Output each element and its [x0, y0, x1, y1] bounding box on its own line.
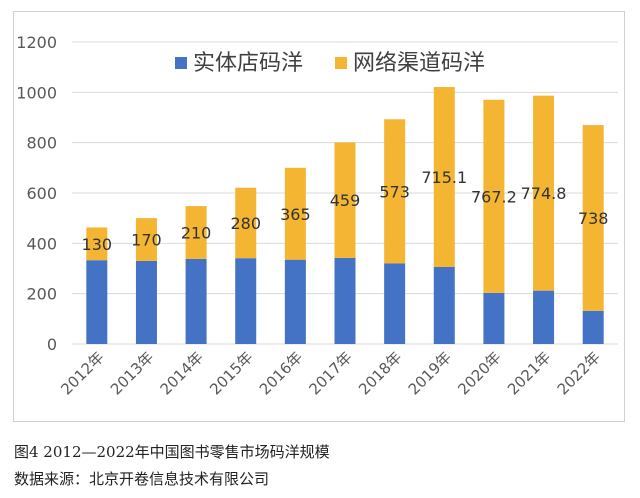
- bar-base: [433, 266, 455, 344]
- data-label: 210: [181, 224, 212, 243]
- bar-top: [334, 142, 356, 258]
- bar-base: [533, 290, 555, 344]
- bar-base: [334, 257, 356, 344]
- bar-top: [483, 99, 505, 293]
- x-tick-label: 2014年: [157, 348, 207, 398]
- x-tick-label: 2016年: [256, 348, 306, 398]
- x-tick-label: 2015年: [206, 348, 256, 398]
- bar-top: [185, 206, 207, 259]
- data-label: 738: [578, 209, 609, 228]
- x-tick-label: 2021年: [504, 348, 554, 398]
- figure-caption: 图4 2012—2022年中国图书零售市场码洋规模: [14, 443, 330, 461]
- bar-top: [384, 119, 406, 264]
- x-tick-label: 2017年: [305, 348, 355, 398]
- bar-top: [533, 95, 555, 291]
- chart-frame: [13, 11, 625, 422]
- y-tick-label: 800: [26, 134, 57, 153]
- stacked-bar-chart: 0 200 400 600 800 1000 1200 130 2012年 170 2013年 210…: [16, 33, 618, 398]
- bar-base: [384, 263, 406, 344]
- y-tick-label: 600: [26, 184, 57, 203]
- data-label: 170: [131, 231, 162, 250]
- data-label: 365: [280, 205, 311, 224]
- bar-top: [582, 125, 604, 311]
- legend-swatch: [335, 57, 347, 69]
- bar-top: [284, 167, 306, 260]
- data-label: 280: [230, 214, 261, 233]
- bar-top: [135, 218, 157, 261]
- bar-base: [135, 260, 157, 344]
- legend-swatch: [175, 57, 187, 69]
- y-tick-label: 1000: [16, 83, 57, 102]
- bar-top: [235, 187, 257, 259]
- bar-top: [86, 227, 108, 261]
- legend-label: 实体店码洋: [193, 51, 303, 76]
- y-tick-label: 0: [47, 335, 57, 354]
- bar-top: [433, 87, 455, 267]
- bar-base: [284, 259, 306, 344]
- x-tick-label: 2020年: [454, 348, 504, 398]
- x-tick-label: 2018年: [355, 348, 405, 398]
- data-label: 130: [82, 235, 113, 254]
- data-label: 767.2: [471, 187, 517, 206]
- data-label: 774.8: [521, 184, 567, 203]
- x-tick-label: 2019年: [405, 348, 455, 398]
- x-tick-label: 2013年: [107, 348, 157, 398]
- bar-base: [86, 260, 108, 344]
- x-tick-label: 2022年: [554, 348, 604, 398]
- bar-base: [185, 258, 207, 344]
- bar-base: [483, 292, 505, 344]
- bar-base: [235, 258, 257, 344]
- data-label: 459: [330, 191, 361, 210]
- x-tick-label: 2012年: [57, 348, 107, 398]
- bar-base: [582, 310, 604, 344]
- source-caption: 数据来源：北京开卷信息技术有限公司: [14, 470, 270, 488]
- y-tick-label: 400: [26, 234, 57, 253]
- data-label: 715.1: [421, 168, 467, 187]
- legend-label: 网络渠道码洋: [353, 51, 485, 76]
- y-tick-label: 1200: [16, 33, 57, 52]
- data-label: 573: [379, 182, 410, 201]
- y-tick-label: 200: [26, 285, 57, 304]
